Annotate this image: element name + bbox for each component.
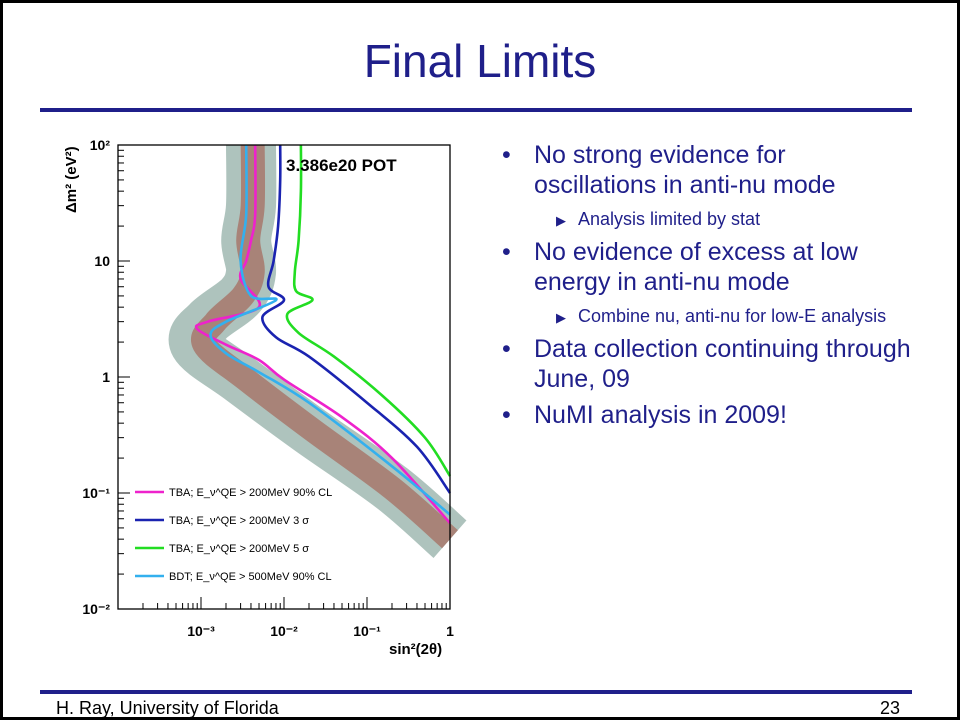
legend-label: TBA; E_ν^QE > 200MeV 5 σ <box>169 543 309 555</box>
bullet-item: • NuMI analysis in 2009! <box>494 400 914 430</box>
x-tick-label: 1 <box>446 623 454 639</box>
x-tick-label: 10⁻¹ <box>353 623 381 639</box>
y-tick-label: 10² <box>90 137 111 153</box>
y-tick-label: 10 <box>94 253 110 269</box>
axis-ticks: 10⁻³ 10⁻² 10⁻¹ 1 10⁻² 10⁻¹ 1 10 10² <box>82 137 454 639</box>
sensitivity-bands <box>168 144 467 558</box>
triangle-bullet-icon: ▶ <box>556 310 566 325</box>
title-rule <box>40 108 912 112</box>
footer-author: H. Ray, University of Florida <box>56 698 279 718</box>
bullet-text: No strong evidence for oscillations in a… <box>534 141 836 199</box>
triangle-bullet-icon: ▶ <box>556 213 566 228</box>
x-axis-label: sin²(2θ) <box>389 641 442 658</box>
y-tick-label: 10⁻² <box>82 601 110 617</box>
limit-curve <box>194 144 451 524</box>
sub-bullet-text: Combine nu, anti-nu for low-E analysis <box>578 306 887 326</box>
bullet-dot: • <box>502 141 511 169</box>
bullet-dot: • <box>502 335 511 363</box>
bullet-text: NuMI analysis in 2009! <box>534 401 787 429</box>
y-tick-label: 1 <box>102 369 110 385</box>
legend-label: TBA; E_ν^QE > 200MeV 90% CL <box>169 487 332 499</box>
plot-frame <box>117 144 451 610</box>
bullet-dot: • <box>502 238 511 266</box>
legend-label: BDT; E_ν^QE > 500MeV 90% CL <box>169 571 332 583</box>
chart-legend: TBA; E_ν^QE > 200MeV 90% CL TBA; E_ν^QE >… <box>135 487 332 583</box>
sub-bullet-item: ▶ Analysis limited by stat <box>494 208 914 231</box>
page-number: 23 <box>880 698 901 718</box>
sub-bullet-text: Analysis limited by stat <box>578 209 761 229</box>
bullet-dot: • <box>502 401 511 429</box>
slide-title: Final Limits <box>363 35 597 87</box>
limit-curves <box>194 144 452 524</box>
footer-rule <box>40 690 912 694</box>
x-tick-label: 10⁻² <box>270 623 298 639</box>
bullet-item: • No strong evidence for oscillations in … <box>494 140 914 200</box>
bullet-text: Data collection continuing through June,… <box>534 335 911 393</box>
pot-annotation: 3.386e20 POT <box>286 156 397 175</box>
bullet-item: • Data collection continuing through June… <box>494 334 914 394</box>
y-tick-label: 10⁻¹ <box>82 485 110 501</box>
limit-curve <box>285 144 452 477</box>
limit-curve <box>209 144 451 516</box>
sub-bullet-item: ▶ Combine nu, anti-nu for low-E analysis <box>494 305 914 328</box>
limit-curve <box>261 144 452 494</box>
legend-label: TBA; E_ν^QE > 200MeV 3 σ <box>169 515 309 527</box>
bullet-item: • No evidence of excess at low energy in … <box>494 237 914 297</box>
x-tick-label: 10⁻³ <box>187 623 215 639</box>
y-axis-label: Δm² (eV²) <box>63 146 80 213</box>
bullet-text: No evidence of excess at low energy in a… <box>534 238 858 296</box>
sensitivity-band-inner <box>191 144 458 549</box>
bullet-list: • No strong evidence for oscillations in … <box>494 134 914 430</box>
